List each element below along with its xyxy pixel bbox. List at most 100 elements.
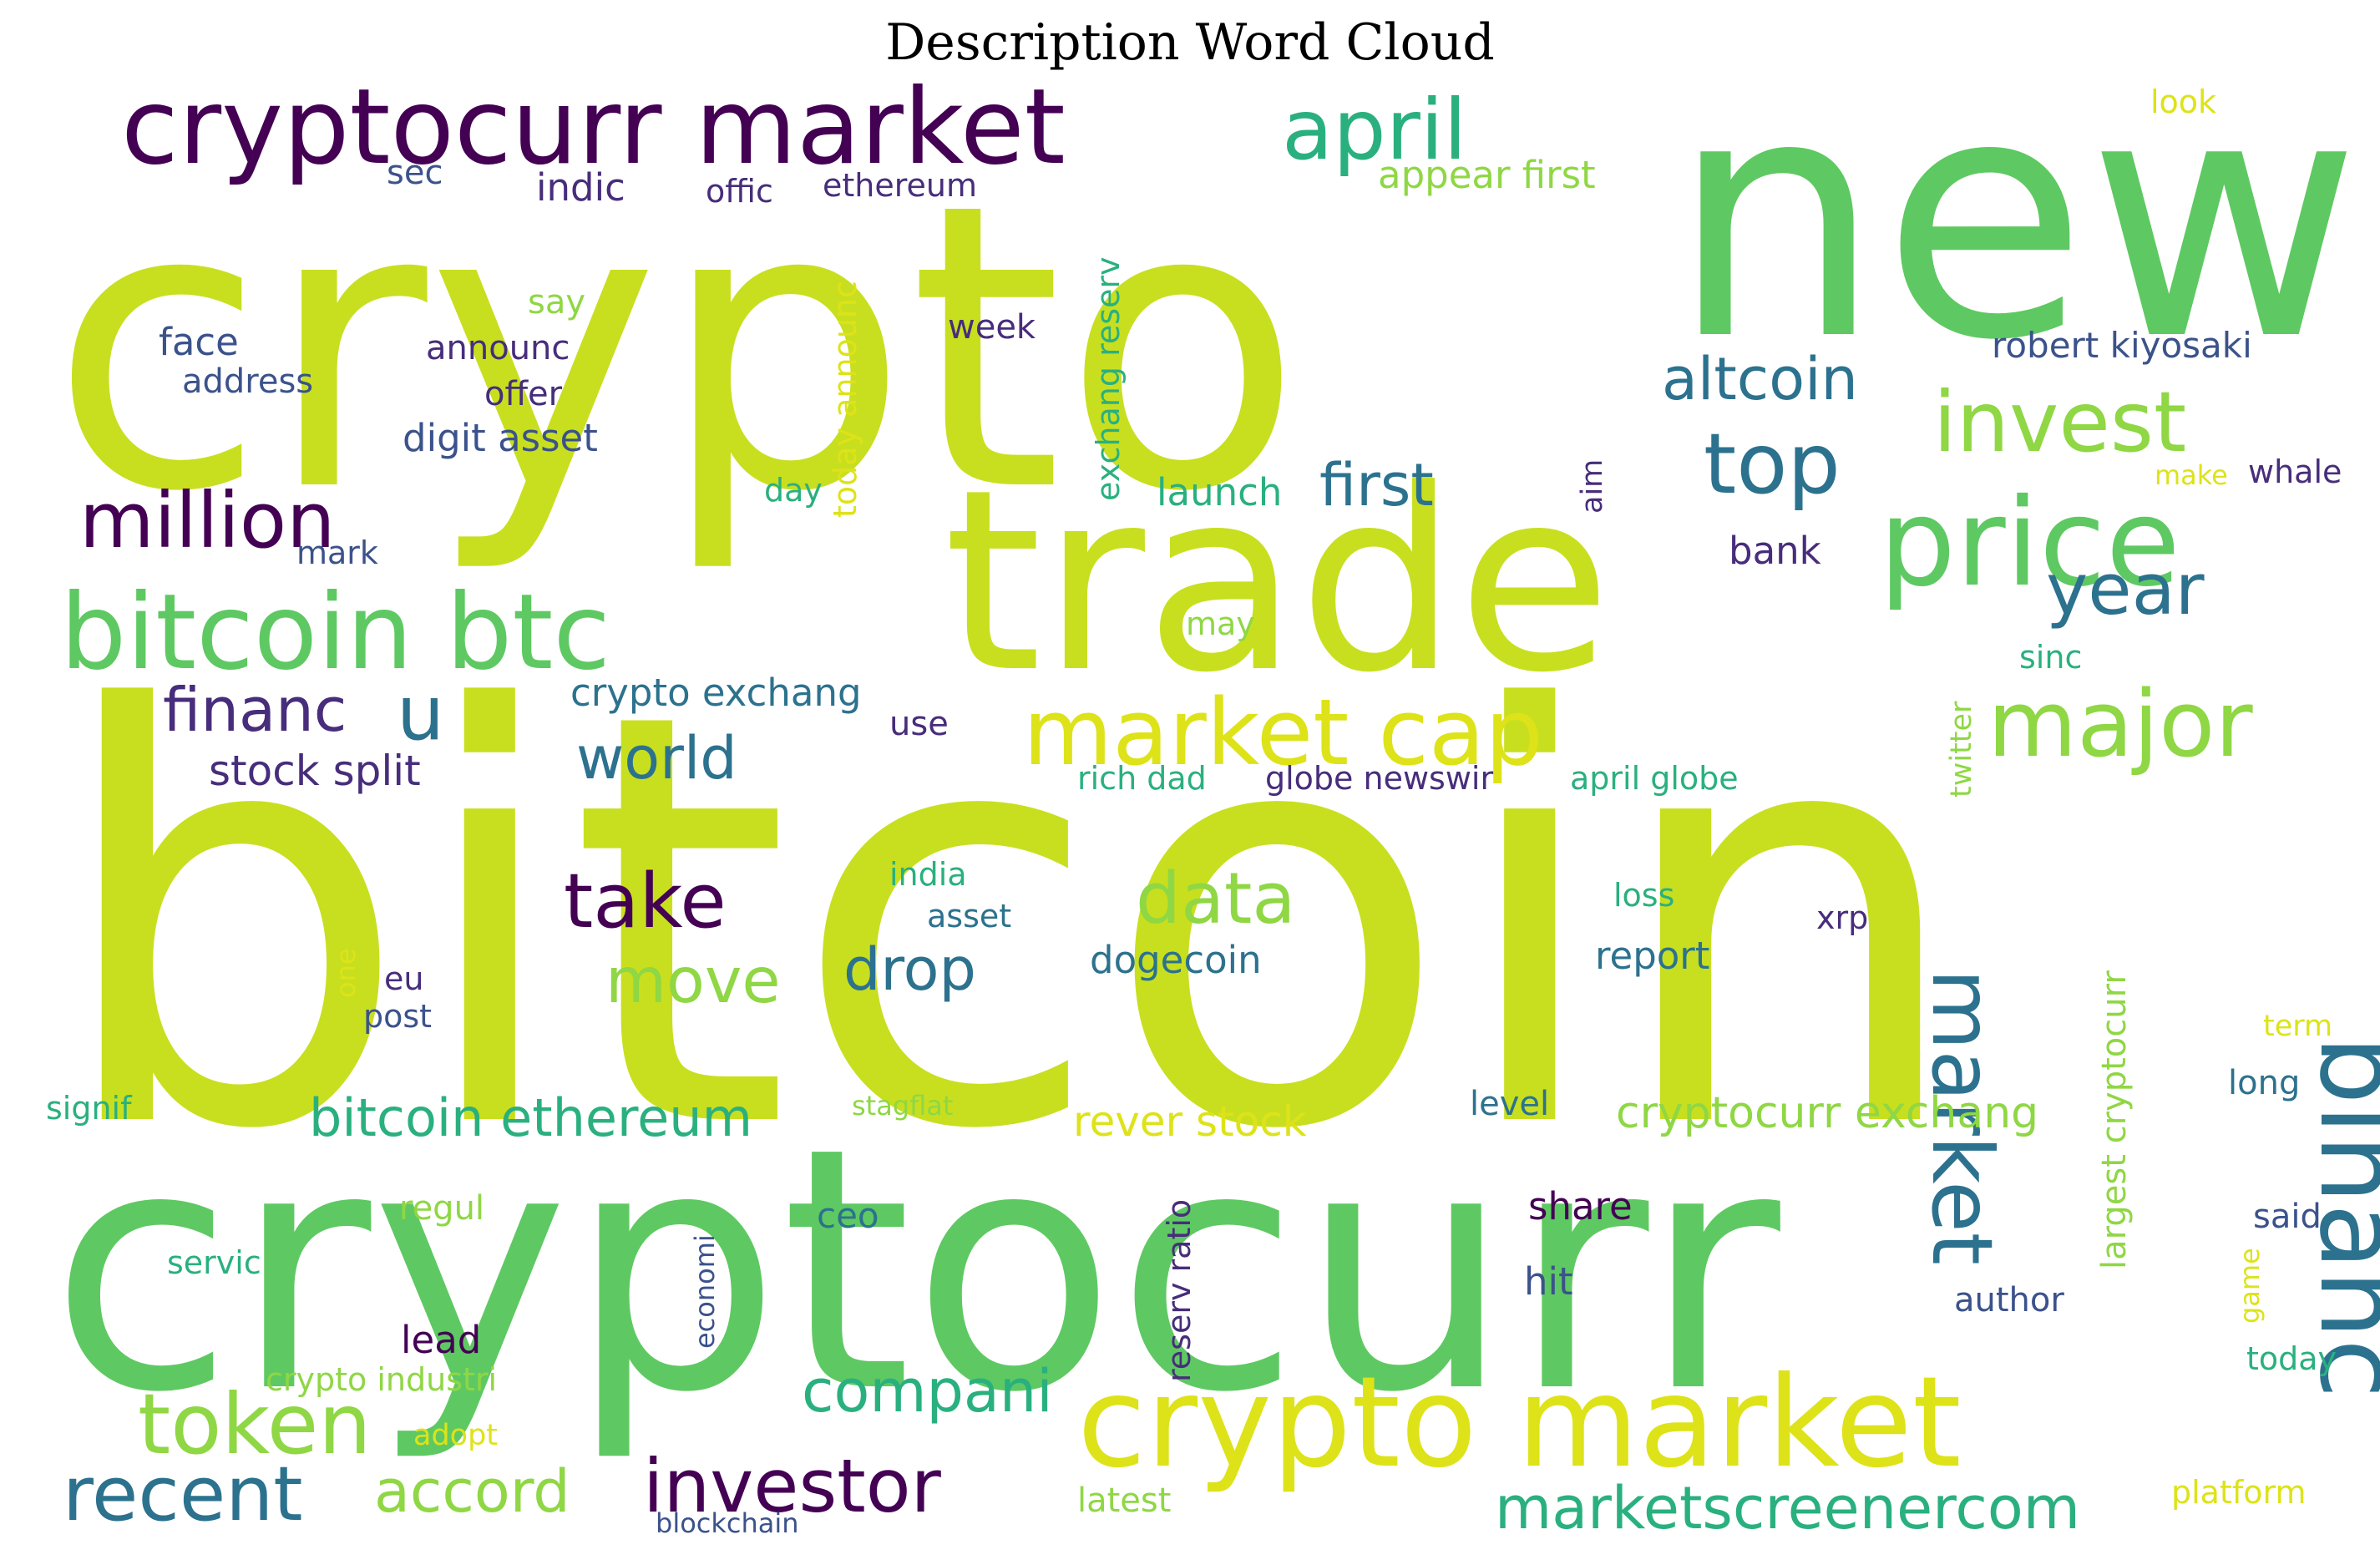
cloud-word: trade bbox=[944, 436, 1612, 727]
cloud-word: invest bbox=[1933, 373, 2186, 471]
cloud-word: cryptocurr exchang bbox=[1616, 1088, 2038, 1138]
cloud-word: lead bbox=[401, 1318, 481, 1362]
cloud-word: reserv ratio bbox=[1161, 1199, 1198, 1382]
cloud-word: drop bbox=[843, 935, 976, 1004]
cloud-word: investor bbox=[643, 1443, 942, 1529]
cloud-word: top bbox=[1704, 415, 1841, 513]
cloud-word: financ bbox=[163, 675, 347, 745]
cloud-word: share bbox=[1528, 1184, 1633, 1228]
cloud-word: ethereum bbox=[823, 167, 977, 204]
cloud-word: india bbox=[889, 856, 967, 893]
cloud-word: loss bbox=[1613, 877, 1674, 914]
cloud-word: world bbox=[576, 724, 737, 793]
cloud-word: adopt bbox=[413, 1419, 498, 1452]
cloud-word: hit bbox=[1524, 1259, 1573, 1304]
cloud-word: latest bbox=[1077, 1481, 1171, 1520]
cloud-word: new bbox=[1670, 25, 2361, 413]
cloud-word: offer bbox=[484, 375, 563, 413]
cloud-word: said bbox=[2253, 1198, 2322, 1236]
cloud-word: rever stock bbox=[1073, 1097, 1307, 1146]
cloud-word: mark bbox=[296, 534, 378, 571]
cloud-word: long bbox=[2228, 1064, 2300, 1102]
cloud-word: whale bbox=[2248, 453, 2342, 490]
cloud-word: level bbox=[1470, 1085, 1549, 1123]
cloud-word: crypto bbox=[50, 120, 1303, 577]
cloud-word: move bbox=[605, 944, 780, 1017]
cloud-word: bitcoin btc bbox=[60, 572, 610, 693]
cloud-word: term bbox=[2263, 1010, 2332, 1043]
cloud-word: signif bbox=[46, 1090, 133, 1127]
cloud-word: recent bbox=[63, 1451, 303, 1538]
chart-title: Description Word Cloud bbox=[885, 13, 1495, 72]
cloud-word: look bbox=[2150, 84, 2216, 120]
cloud-word: make bbox=[2155, 459, 2228, 491]
cloud-word: may bbox=[1186, 605, 1255, 642]
cloud-word: appear first bbox=[1378, 153, 1596, 197]
cloud-word: marketscreenercom bbox=[1495, 1474, 2080, 1542]
cloud-word: globe newswir bbox=[1265, 760, 1493, 797]
cloud-word: author bbox=[1954, 1281, 2064, 1319]
cloud-word: dogecoin bbox=[1090, 938, 1262, 982]
cloud-word: million bbox=[79, 476, 335, 565]
cloud-word: face bbox=[159, 320, 239, 364]
cloud-word: report bbox=[1595, 934, 1709, 978]
cloud-word: bitcoin ethereum bbox=[309, 1087, 752, 1148]
cloud-word: market cap bbox=[1023, 679, 1543, 786]
cloud-word: crypto market bbox=[1077, 1350, 1962, 1496]
cloud-word: platform bbox=[2171, 1474, 2306, 1511]
cloud-word: major bbox=[1988, 671, 2253, 777]
cloud-word: compani bbox=[802, 1357, 1053, 1426]
cloud-word: april bbox=[1282, 81, 1466, 179]
cloud-word: regul bbox=[399, 1189, 484, 1228]
cloud-word: bitcoin bbox=[50, 593, 1968, 1254]
cloud-word: one bbox=[330, 948, 362, 998]
cloud-word: year bbox=[2046, 549, 2205, 631]
cloud-word: announc bbox=[426, 329, 570, 367]
cloud-word: altcoin bbox=[1662, 345, 1858, 413]
cloud-word: aim bbox=[1576, 459, 1609, 514]
cloud-word: today bbox=[2246, 1340, 2337, 1377]
cloud-word: binanc bbox=[2296, 1036, 2380, 1399]
cloud-word: cryptocurr market bbox=[121, 67, 1066, 188]
cloud-word: day bbox=[764, 472, 823, 509]
word-cloud-words: crypto newtradebitcoincryptocurrcryptocur… bbox=[46, 25, 2380, 1542]
cloud-word: asset bbox=[927, 898, 1011, 934]
cloud-word: today announc bbox=[827, 281, 863, 518]
cloud-word: address bbox=[182, 362, 313, 401]
cloud-word: use bbox=[889, 705, 949, 743]
cloud-word: robert kiyosaki bbox=[1992, 325, 2252, 366]
cloud-word: say bbox=[528, 283, 585, 322]
cloud-word: stagflat bbox=[852, 1090, 953, 1122]
cloud-word: largest cryptocurr bbox=[2095, 970, 2134, 1269]
cloud-word: week bbox=[948, 308, 1036, 347]
cloud-word: post bbox=[363, 998, 432, 1035]
cloud-word: bank bbox=[1729, 529, 1821, 573]
cloud-word: take bbox=[564, 858, 727, 945]
cloud-word: exchang reserv bbox=[1090, 256, 1127, 501]
cloud-word: cryptocurr bbox=[50, 1077, 1784, 1466]
cloud-word: game bbox=[2234, 1248, 2266, 1324]
cloud-word: first bbox=[1319, 451, 1434, 519]
cloud-word: ceo bbox=[817, 1195, 879, 1236]
cloud-word: servic bbox=[167, 1244, 261, 1281]
cloud-word: april globe bbox=[1570, 760, 1739, 797]
cloud-word: blockchain bbox=[656, 1507, 799, 1539]
cloud-word: economi bbox=[689, 1234, 721, 1349]
cloud-word: price bbox=[1879, 473, 2180, 614]
cloud-word: indic bbox=[536, 165, 625, 210]
cloud-word: launch bbox=[1157, 470, 1282, 514]
cloud-word: token bbox=[138, 1375, 372, 1473]
cloud-word: sec bbox=[387, 154, 443, 192]
cloud-word: stock split bbox=[209, 747, 421, 795]
cloud-word: xrp bbox=[1816, 899, 1868, 936]
cloud-word: offic bbox=[706, 173, 773, 210]
cloud-word: u bbox=[397, 670, 444, 757]
cloud-word: eu bbox=[384, 960, 423, 997]
cloud-word: crypto exchang bbox=[570, 671, 862, 715]
cloud-word: accord bbox=[374, 1457, 570, 1526]
cloud-word: sinc bbox=[2019, 639, 2082, 676]
cloud-word: market bbox=[1913, 969, 2011, 1265]
cloud-word: data bbox=[1136, 858, 1295, 940]
cloud-word: rich dad bbox=[1077, 760, 1207, 797]
